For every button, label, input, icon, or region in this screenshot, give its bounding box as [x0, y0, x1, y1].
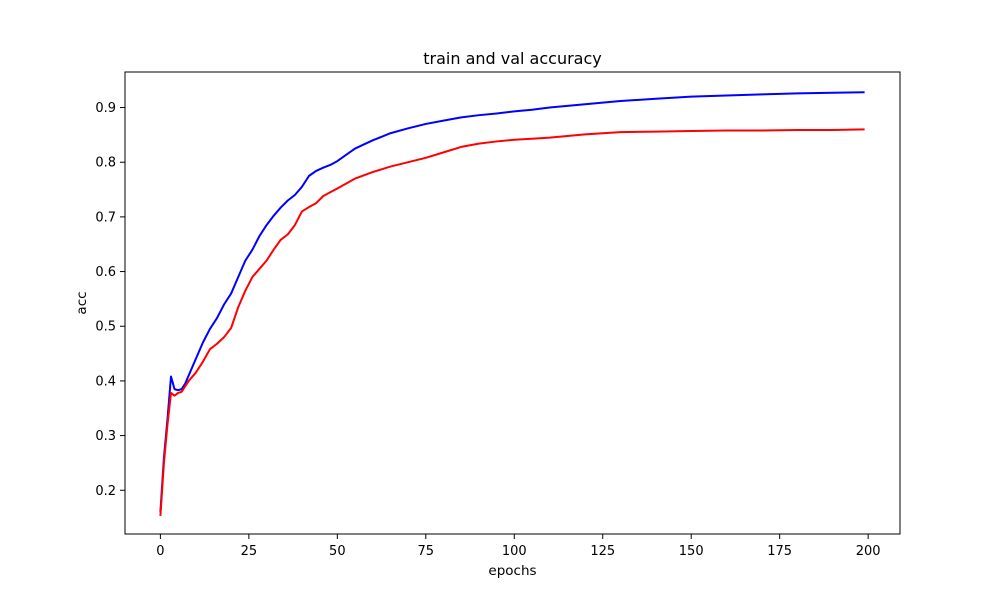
x-tick-label: 200 [856, 544, 881, 559]
x-axis-label: epochs [488, 563, 536, 579]
x-tick-label: 125 [590, 544, 615, 559]
y-tick-label: 0.7 [95, 210, 116, 225]
y-tick-label: 0.3 [95, 429, 116, 444]
y-tick-label: 0.9 [95, 101, 116, 116]
x-axis: 0 25 50 75 100 125 150 175 200 [156, 534, 881, 559]
x-tick-label: 150 [679, 544, 704, 559]
x-tick-label: 0 [156, 544, 164, 559]
series-line-1 [159, 91, 865, 513]
y-tick-label: 0.8 [95, 156, 116, 171]
series-line-2 [159, 128, 865, 517]
y-axis: 0.2 0.3 0.4 0.5 0.6 0.7 0.8 0.9 [95, 101, 125, 499]
x-tick-label: 25 [241, 544, 258, 559]
chart-title: train and val accuracy [423, 49, 602, 68]
y-tick-label: 0.6 [95, 265, 116, 280]
x-tick-label: 50 [329, 544, 346, 559]
y-tick-label: 0.2 [95, 484, 116, 499]
y-tick-label: 0.5 [95, 320, 116, 335]
y-tick-label: 0.4 [95, 374, 116, 389]
x-tick-label: 100 [502, 544, 527, 559]
y-axis-label: acc [74, 291, 90, 314]
plot-area [124, 71, 901, 535]
series-layer [159, 91, 865, 517]
x-tick-label: 175 [767, 544, 792, 559]
x-tick-label: 75 [418, 544, 435, 559]
plot-frame [124, 71, 901, 535]
